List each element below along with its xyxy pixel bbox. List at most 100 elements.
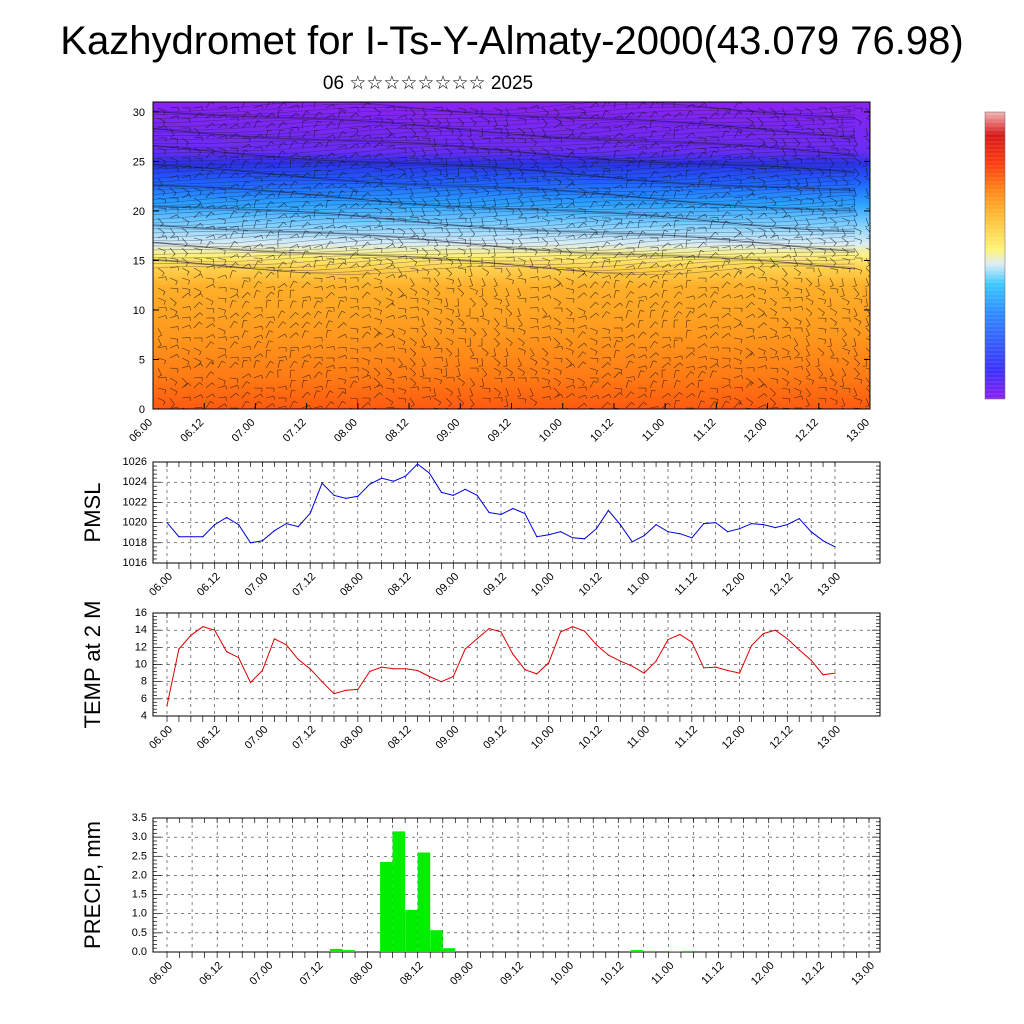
wind-barb [661,393,669,399]
wind-barb [661,131,668,139]
wind-barb [577,267,586,273]
wind-barb-flag [392,274,396,279]
wind-barb-flag [232,300,237,302]
wind-barb [745,227,754,232]
wind-barb [673,186,683,189]
wind-barb [613,371,620,379]
wind-barb [589,272,596,279]
wind-barb [157,337,162,346]
x-tick-label: 07.00 [243,724,271,752]
wind-barb [481,157,490,161]
wind-barb [181,377,188,385]
wind-barb [409,327,419,329]
wind-barb-flag [173,192,177,197]
wind-barb [385,187,393,194]
wind-barb-flag [424,253,429,257]
wind-barb-flag [753,329,755,334]
wind-barb-flag [438,402,442,406]
wind-barb-flag [487,320,490,325]
wind-barb [589,367,598,371]
wind-barb [577,165,586,169]
wind-barb-flag [738,130,742,134]
wind-barb [157,235,166,239]
wind-barb-flag [452,411,453,415]
wind-barb [757,127,767,129]
wind-barb-flag [496,333,500,337]
data-point [357,688,359,691]
wind-barb-flag [413,133,417,137]
wind-barb [769,347,778,352]
wind-barb [589,291,596,299]
wind-barb [589,146,598,149]
wind-barb [745,286,754,289]
wind-barb-flag [812,380,814,385]
wind-barb [301,120,304,129]
x-tick-label: 08.12 [383,417,411,445]
data-point [178,536,180,538]
wind-barb [517,337,525,343]
precip-panel: 0.00.51.01.52.02.53.03.506.00 06.12 07.00 0… [80,812,881,988]
wind-barb [781,127,790,133]
wind-barb [265,164,274,169]
wind-barb [481,327,487,335]
wind-barb [565,127,574,132]
wind-barb [301,201,307,209]
wind-barb-flag [464,239,467,244]
wind-barb [301,186,310,189]
wind-barb-flag [457,285,462,288]
wind-barb [733,323,741,329]
wind-barb-flag [525,399,527,404]
wind-barb [481,197,486,206]
contour-line [153,256,856,266]
wind-barb [397,255,406,259]
wind-barb-flag [436,193,440,197]
wind-barb-flag [333,134,336,139]
wind-barb-flag [174,381,178,386]
wind-barb [493,227,497,236]
wind-barb [241,312,248,319]
wind-barb-flag [486,272,489,276]
wind-barb-flag [236,183,240,188]
wind-barb [181,257,189,264]
wind-barb-flag [824,250,826,255]
wind-barb [613,102,617,109]
wind-barb-flag [628,380,633,382]
wind-barb-flag [729,156,731,161]
wind-barb [277,261,284,269]
wind-barb [289,207,299,209]
wind-barb-flag [305,250,310,253]
wind-barb [253,234,262,239]
wind-barb [529,117,539,119]
wind-barb-flag [186,221,190,226]
wind-barb [337,262,344,269]
wind-barb [661,102,664,109]
y-tick-label: 3.0 [132,831,147,843]
wind-barb [265,321,271,329]
wind-barb [793,227,800,235]
data-point [739,528,741,530]
wind-barb-flag [244,280,249,282]
wind-barb-flag [291,379,296,382]
wind-barb-flag [161,232,165,237]
wind-barb-flag [200,223,204,227]
x-tick-label: 09.12 [486,417,514,445]
wind-barb [853,197,856,207]
data-point [774,629,777,631]
wind-barb [649,190,655,199]
wind-barb-flag [807,144,811,148]
precip-bar [430,930,443,952]
wind-barb [865,347,870,353]
wind-barb-flag [789,254,792,259]
wind-barb-flag [645,145,648,150]
wind-barb-flag [308,263,312,268]
wind-barb [265,182,273,189]
wind-barb [445,337,454,342]
wind-barb [337,160,342,169]
wind-barb-flag [705,265,708,270]
wind-barb [853,347,858,356]
wind-barb [229,106,239,109]
wind-barb-flag [389,192,393,197]
wind-barb [793,147,797,156]
wind-barb [301,161,308,169]
wind-barb-flag [664,230,669,232]
